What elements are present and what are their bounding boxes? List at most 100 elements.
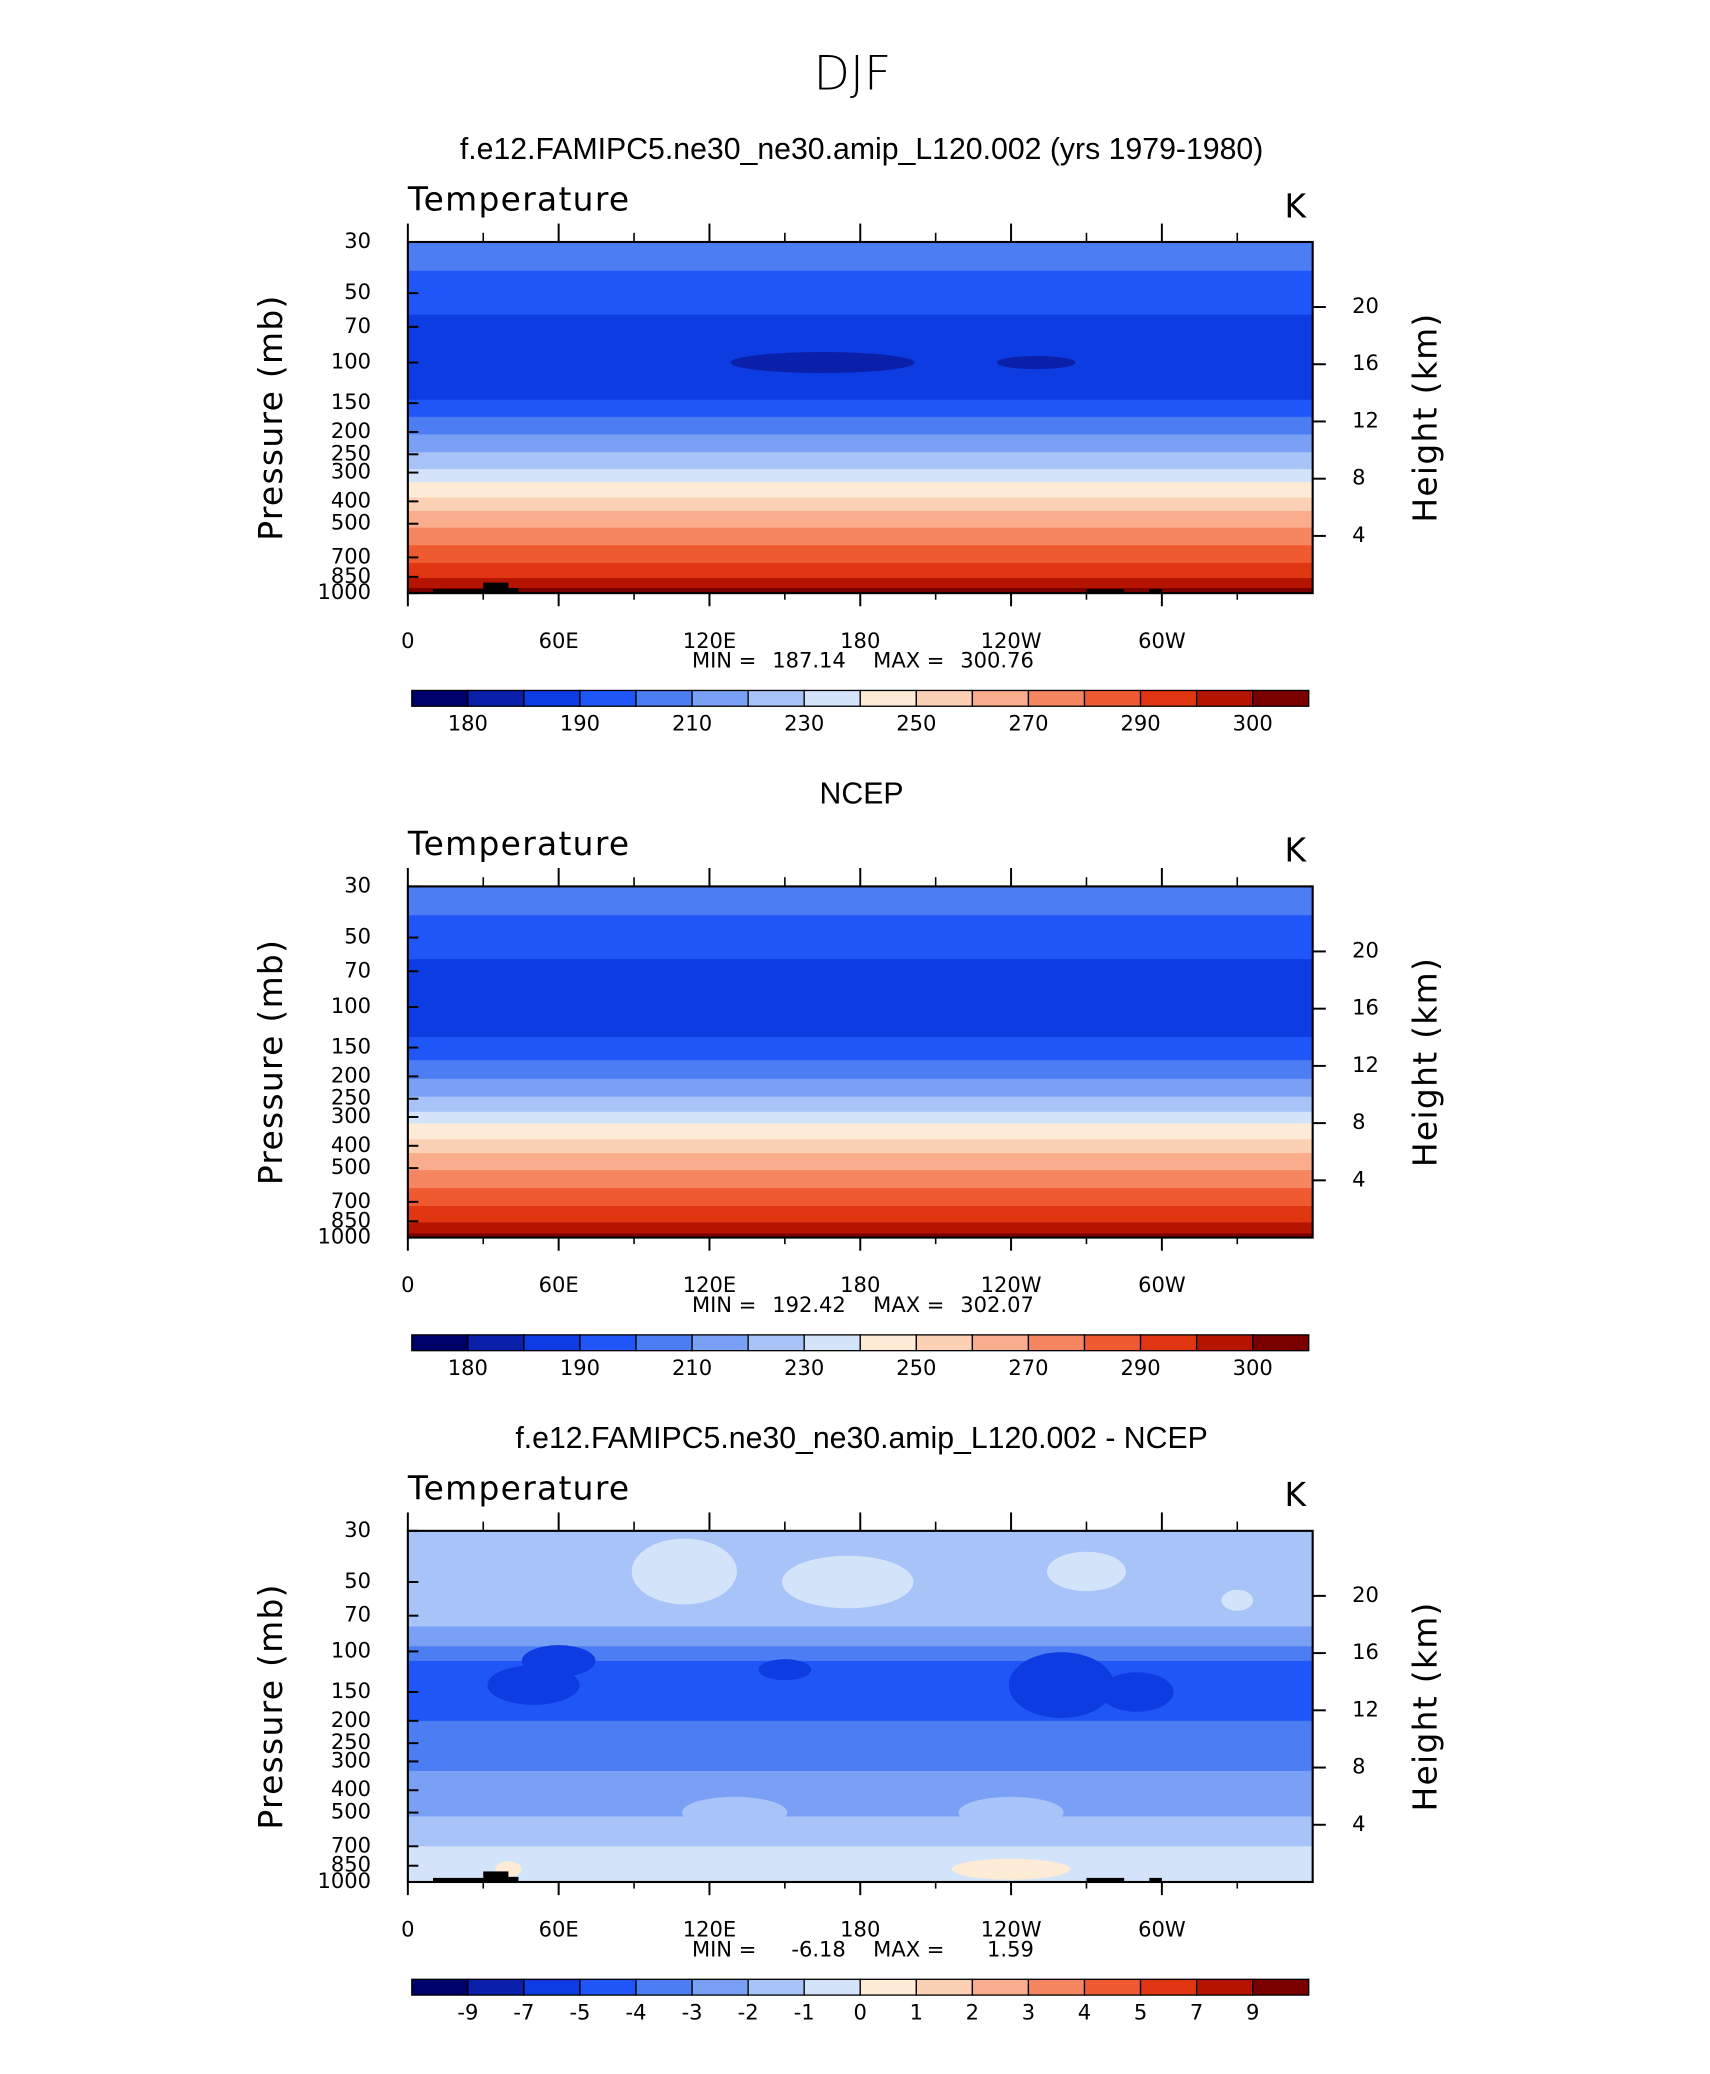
colorbar-box	[467, 1978, 525, 1996]
y-tick-label: 150	[331, 1034, 371, 1059]
colorbar-label: -9	[457, 2000, 478, 2025]
colorbar-label: -2	[738, 2000, 759, 2025]
y2-tick-label: 12	[1352, 1696, 1379, 1721]
x-tick-label: 120E	[683, 628, 736, 653]
max-label: MAX =	[873, 1936, 944, 1961]
y-tick-label: 500	[331, 1154, 371, 1179]
colorbar-label: -7	[513, 2000, 534, 2025]
topography	[508, 587, 519, 594]
colorbar-box	[579, 689, 637, 707]
colorbar-box	[635, 689, 693, 707]
y2-tick-label: 12	[1352, 1052, 1379, 1077]
colorbar-label: -3	[682, 2000, 703, 2025]
contour-patch	[1221, 1589, 1254, 1611]
colorbar-box	[691, 1334, 749, 1352]
y2-tick-label: 8	[1352, 1754, 1365, 1779]
colorbar-label: -4	[626, 2000, 647, 2025]
y-tick-label: 30	[344, 1517, 371, 1542]
contour-band	[407, 587, 1313, 594]
contour-band	[407, 886, 1313, 917]
contour-band	[407, 497, 1313, 512]
colorbar-box	[523, 1978, 581, 1996]
colorbar-label: 0	[854, 2000, 867, 2025]
colorbar-box	[1195, 689, 1254, 707]
y-tick-label: 700	[331, 1832, 371, 1857]
colorbar-label: 2	[966, 2000, 979, 2025]
contour-patch	[958, 1796, 1064, 1829]
colorbar-label: 4	[1078, 2000, 1091, 2025]
min-label: MIN =	[692, 648, 756, 673]
colorbar-label: 250	[896, 1355, 936, 1380]
colorbar-box	[1139, 1334, 1198, 1352]
contour-band	[407, 1170, 1313, 1189]
panel: f.e12.FAMIPC5.ne30_ne30.amip_L120.002 (y…	[251, 133, 1445, 735]
y-tick-label: 30	[344, 872, 371, 897]
contour-band	[407, 959, 1313, 1038]
min-value: -6.18	[791, 1936, 845, 1961]
y-tick-label: 250	[331, 440, 371, 465]
y-tick-label: 250	[331, 1085, 371, 1110]
colorbar-box	[971, 1978, 1030, 1996]
colorbar-label: 270	[1008, 711, 1048, 736]
colorbar-box	[691, 689, 749, 707]
x-tick-label: 120W	[981, 628, 1042, 653]
y2-tick-label: 8	[1352, 465, 1365, 490]
contour-patch	[631, 1538, 737, 1605]
y-tick-label: 850	[331, 1852, 371, 1877]
contour-band	[407, 1153, 1313, 1171]
y-tick-label: 200	[331, 418, 371, 443]
y-tick-label: 400	[331, 1776, 371, 1801]
y-tick-label: 250	[331, 1729, 371, 1754]
contour-band	[407, 469, 1313, 483]
colorbar-box	[411, 689, 469, 707]
x-tick-label: 60E	[539, 1272, 579, 1297]
contour-band	[407, 1078, 1313, 1098]
y-tick-label: 200	[331, 1062, 371, 1087]
units: K	[1285, 186, 1308, 225]
y-tick-label: 300	[331, 1103, 371, 1128]
x-tick-label: 60W	[1138, 1272, 1186, 1297]
x-tick-label: 120W	[981, 1917, 1042, 1942]
contour-band	[407, 510, 1313, 529]
colorbar-box	[579, 1978, 637, 1996]
topography	[483, 1871, 509, 1882]
colorbar-box	[803, 1334, 861, 1352]
y-tick-label: 100	[331, 993, 371, 1018]
y2-axis-label: Height (km)	[1406, 1601, 1445, 1811]
colorbar-box	[915, 689, 974, 707]
y2-tick-label: 8	[1352, 1109, 1365, 1134]
x-tick-label: 120W	[981, 1272, 1042, 1297]
colorbar-box	[1027, 1334, 1086, 1352]
colorbar-label: 230	[784, 711, 824, 736]
y-tick-label: 400	[331, 1132, 371, 1157]
contour-band	[407, 1626, 1313, 1648]
panel: f.e12.FAMIPC5.ne30_ne30.amip_L120.002 - …	[251, 1422, 1445, 2024]
max-value: 302.07	[960, 1292, 1034, 1317]
min-label: MIN =	[692, 1292, 756, 1317]
y-tick-label: 1000	[317, 579, 371, 604]
contour-band	[407, 1060, 1313, 1080]
contour-band	[407, 1816, 1313, 1848]
left-string: Temperature	[407, 1469, 631, 1508]
panel: NCEP Temperature K Pressure (mb) Height (km)…	[251, 778, 1445, 1380]
colorbar-label: 290	[1120, 711, 1160, 736]
contour-patch	[781, 1555, 914, 1609]
min-value: 192.42	[772, 1292, 846, 1317]
colorbar-label: 7	[1190, 2000, 1203, 2025]
contour-band	[407, 545, 1313, 564]
colorbar-box	[859, 1978, 917, 1996]
y-tick-label: 50	[344, 1568, 371, 1593]
field	[407, 241, 1313, 594]
contour-band	[407, 1139, 1313, 1154]
y-tick-label: 50	[344, 924, 371, 949]
colorbar-box	[635, 1334, 693, 1352]
colorbar-box	[1252, 1334, 1310, 1352]
y-tick-label: 200	[331, 1707, 371, 1732]
y-tick-label: 500	[331, 1799, 371, 1824]
panel-title: f.e12.FAMIPC5.ne30_ne30.amip_L120.002 - …	[515, 1422, 1207, 1455]
contour-band	[407, 416, 1313, 436]
y2-tick-label: 16	[1352, 1639, 1379, 1664]
colorbar-box	[1083, 689, 1142, 707]
max-value: 300.76	[960, 648, 1034, 673]
